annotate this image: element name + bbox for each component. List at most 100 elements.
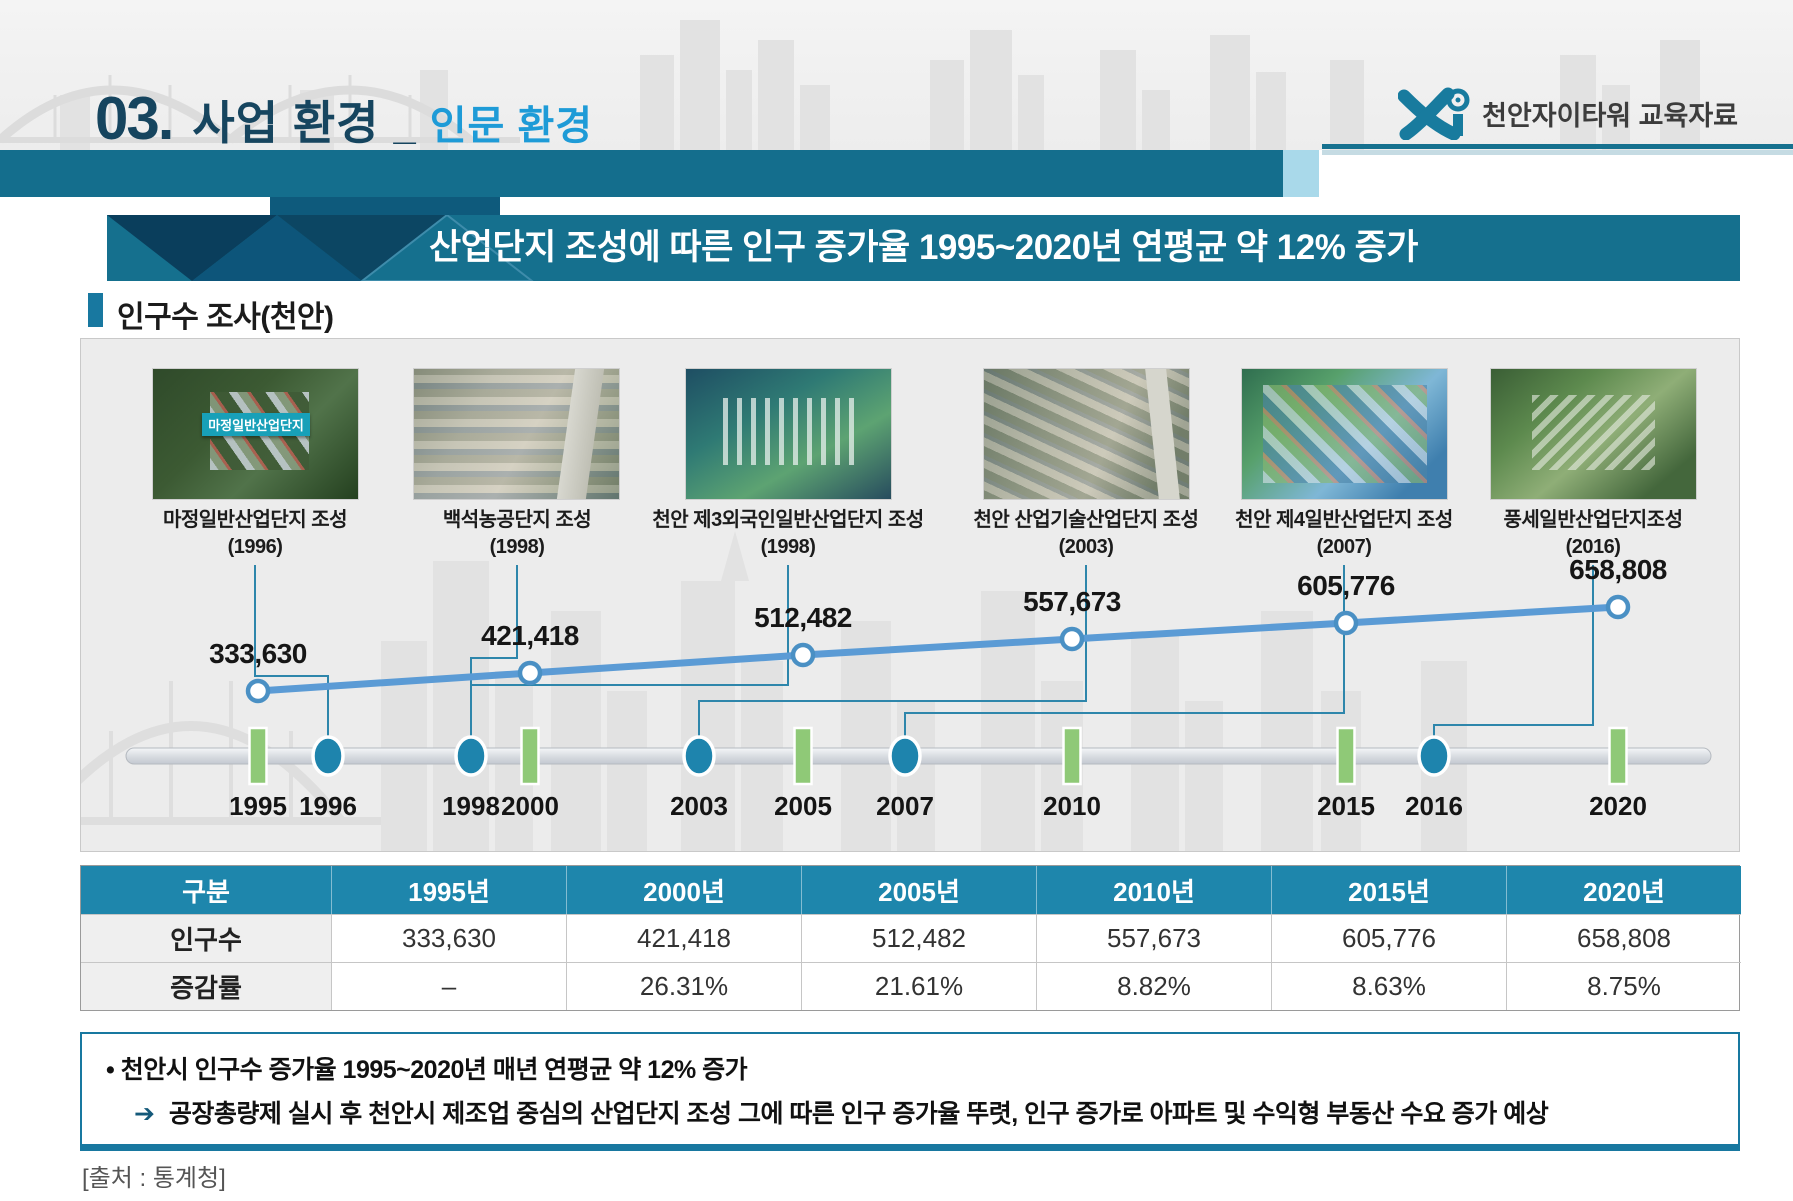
milestone-caption: 백석농공단지 조성 (1998): [347, 507, 687, 561]
milestone-caption: 마정일반산업단지 조성 (1996): [85, 507, 425, 561]
milestone-caption: 천안 산업기술산업단지 조성 (2003): [916, 507, 1256, 561]
point-value-2005: 512,482: [754, 602, 852, 633]
timeline-year-2007: 2007: [876, 791, 934, 821]
milestone-name: 천안 제3외국인일반산업단지 조성: [652, 509, 924, 531]
timeline-year-2020: 2020: [1589, 791, 1647, 821]
timeline-green-markers: [248, 726, 1628, 786]
section-subtitle-text: 인문 환경: [429, 104, 594, 148]
point-value-2000: 421,418: [481, 620, 579, 651]
timeline-year-2015: 2015: [1317, 791, 1375, 821]
section-bullet: [88, 293, 103, 327]
table-cell: 557,673: [1036, 914, 1271, 962]
table-cell: 421,418: [566, 914, 801, 962]
table-header-cell: 2010년: [1036, 866, 1271, 914]
milestone-photo-no4: [1242, 369, 1447, 499]
table-header-cell: 2000년: [566, 866, 801, 914]
brand-underline: [1322, 144, 1793, 149]
point-value-1995: 333,630: [209, 638, 307, 669]
timeline-year-1998: 1998: [442, 791, 500, 821]
banner-title: 산업단지 조성에 따른 인구 증가율 1995~2020년 연평균 약 12% …: [429, 228, 1418, 267]
banner-triangles-icon: [107, 215, 534, 281]
milestone-name: 백석농공단지 조성: [442, 509, 592, 531]
point-value-2010: 557,673: [1023, 586, 1121, 617]
trend-chart: [125, 565, 1712, 786]
section-title-text: 사업 환경: [192, 97, 380, 149]
milestone-photo-tech: [984, 369, 1189, 499]
title-separator: _: [393, 104, 416, 148]
timeline-dot-markers: [311, 735, 1451, 777]
milestone-name: 천안 제4일반산업단지 조성: [1235, 509, 1453, 531]
milestone-photo-pungse: [1491, 369, 1696, 499]
note-text-2: 공장총량제 실시 후 천안시 제조업 중심의 산업단지 조성 그에 따른 인구 …: [168, 1100, 1549, 1128]
timeline-year-2010: 2010: [1043, 791, 1101, 821]
milestone-year: (1998): [489, 536, 545, 558]
section-number: 03.: [95, 85, 174, 152]
table-header-cell: 2020년: [1506, 866, 1741, 914]
milestone-year: (2016): [1565, 536, 1621, 558]
table-cell: 8.75%: [1506, 962, 1741, 1010]
note-line-2: ➔ 공장총량제 실시 후 천안시 제조업 중심의 산업단지 조성 그에 따른 인…: [106, 1094, 1714, 1130]
milestone-photo-baekseok: [414, 369, 619, 499]
timeline-year-1995: 1995: [229, 791, 287, 821]
table-header-cell: 구분: [81, 866, 331, 914]
timeline-year-2003: 2003: [670, 791, 728, 821]
header: 03. 사업 환경 _ 인문 환경 천안자이타워 교육자료: [0, 0, 1793, 153]
table-cell: 658,808: [1506, 914, 1741, 962]
city-skyline-icon: [0, 20, 1700, 150]
brand-text: 천안자이타워 교육자료: [1482, 100, 1738, 131]
top-accent-nub: [1283, 150, 1319, 197]
milestone-caption: 풍세일반산업단지조성 (2016): [1423, 507, 1739, 561]
table-header-cell: 1995년: [331, 866, 566, 914]
page-title: 03. 사업 환경 _ 인문 환경: [95, 84, 593, 153]
table-cell: 21.61%: [801, 962, 1036, 1010]
note-line-1: • 천안시 인구수 증가율 1995~2020년 매년 연평균 약 12% 증가: [106, 1050, 1714, 1086]
milestone-year: (1996): [227, 536, 283, 558]
chart-section-title: 인구수 조사(천안): [117, 301, 334, 334]
milestone-caption: 천안 제4일반산업단지 조성 (2007): [1174, 507, 1514, 561]
top-accent-bar: [0, 150, 1283, 197]
table-cell: 8.63%: [1271, 962, 1506, 1010]
milestone-name: 마정일반산업단지 조성: [162, 509, 348, 531]
summary-note-box: • 천안시 인구수 증가율 1995~2020년 매년 연평균 약 12% 증가…: [80, 1032, 1740, 1151]
point-value-2015: 605,776: [1297, 570, 1395, 601]
table-cell: –: [331, 962, 566, 1010]
timeline-year-2016: 2016: [1405, 791, 1463, 821]
photo-chip-label: 마정일반산업단지: [202, 413, 310, 437]
timeline-year-2005: 2005: [774, 791, 832, 821]
milestone-connectors: [254, 565, 1594, 743]
table-row-label: 인구수: [81, 914, 331, 962]
headline-banner: 산업단지 조성에 따른 인구 증가율 1995~2020년 연평균 약 12% …: [107, 215, 1740, 281]
point-value-2020: 658,808: [1569, 554, 1667, 585]
population-trend-line: [257, 603, 1619, 695]
arrow-icon: ➔: [134, 1100, 155, 1128]
table-cell: 605,776: [1271, 914, 1506, 962]
banner-tab: [270, 197, 500, 215]
note-text-1: 천안시 인구수 증가율 1995~2020년 매년 연평균 약 12% 증가: [120, 1056, 748, 1084]
table-cell: 26.31%: [566, 962, 801, 1010]
table-cell: 512,482: [801, 914, 1036, 962]
panel-skyline-watermark-icon: [81, 531, 1467, 851]
trend-point-markers: [245, 594, 1631, 704]
population-table: 구분 1995년 2000년 2005년 2010년 2015년 2020년 인…: [80, 865, 1741, 1011]
note-bullet: •: [106, 1056, 115, 1084]
population-chart-panel: 마정일반산업단지 마정일반산업단지 조성 (1996) 백석농공단지 조성 (1…: [80, 338, 1740, 852]
xi-logo-icon: [1398, 87, 1470, 140]
timeline-year-1996: 1996: [299, 791, 357, 821]
table-cell: 333,630: [331, 914, 566, 962]
milestone-caption: 천안 제3외국인일반산업단지 조성 (1998): [618, 507, 958, 561]
table-cell: 8.82%: [1036, 962, 1271, 1010]
table-row-label: 증감률: [81, 962, 331, 1010]
milestone-year: (2003): [1058, 536, 1114, 558]
timeline-year-2000: 2000: [501, 791, 559, 821]
milestone-photo-majeong: 마정일반산업단지: [153, 369, 358, 499]
milestone-name: 천안 산업기술산업단지 조성: [973, 509, 1199, 531]
milestone-photo-foreign3: [686, 369, 891, 499]
milestone-name: 풍세일반산업단지조성: [1503, 509, 1684, 531]
milestone-year: (2007): [1316, 536, 1372, 558]
brand-logo-block: 천안자이타워 교육자료: [1398, 86, 1738, 140]
milestone-year: (1998): [760, 536, 816, 558]
source-citation: [출처 : 통계청]: [82, 1165, 226, 1192]
table-header-cell: 2005년: [801, 866, 1036, 914]
table-header-cell: 2015년: [1271, 866, 1506, 914]
